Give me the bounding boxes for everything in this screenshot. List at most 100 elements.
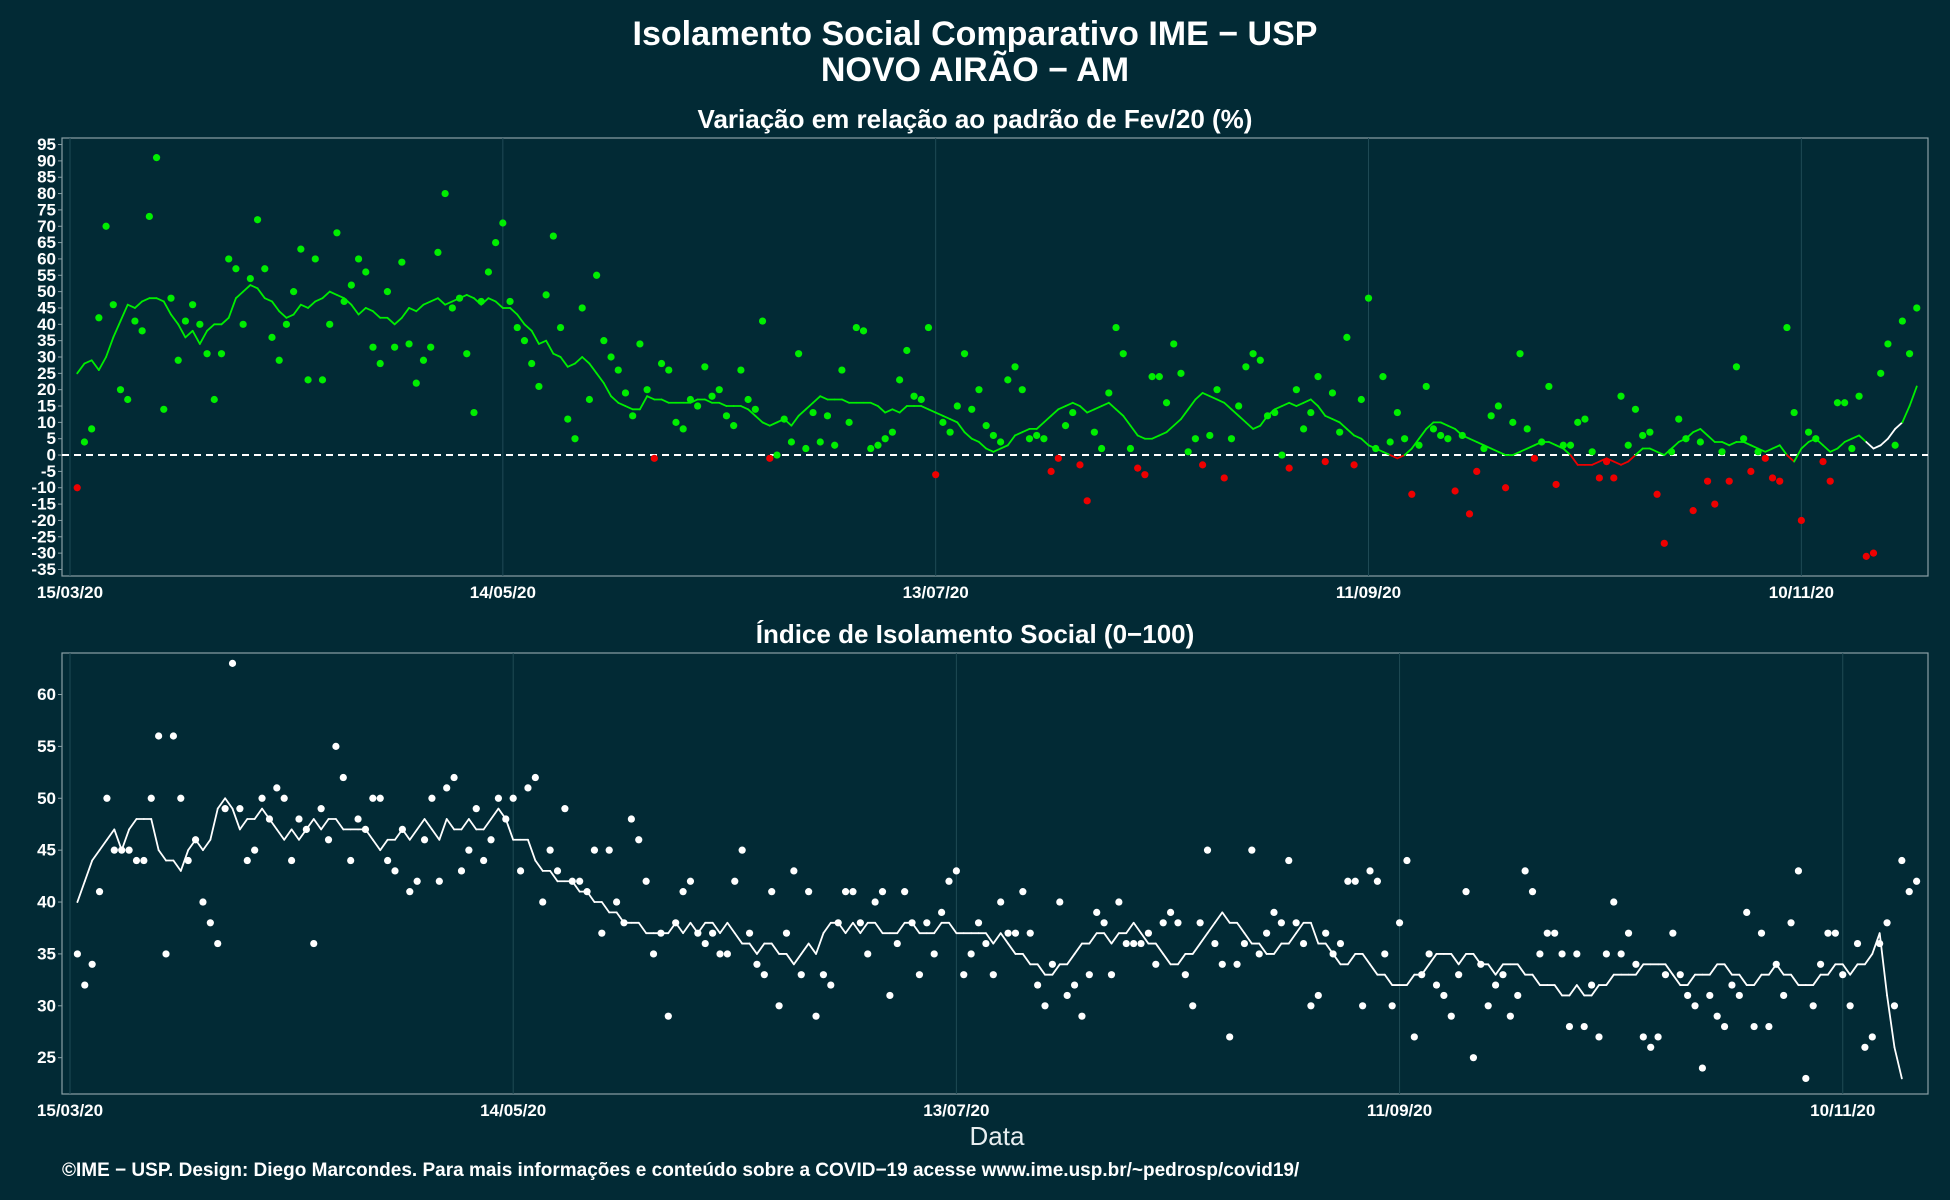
- data-point: [1191, 435, 1199, 443]
- moving-average-segment: [807, 942, 817, 955]
- moving-average-segment: [1243, 932, 1253, 945]
- moving-average-segment: [1066, 953, 1076, 966]
- data-point: [1292, 919, 1300, 927]
- moving-average-segment: [1071, 401, 1081, 407]
- data-point: [939, 418, 947, 426]
- y-tick-label: 25: [37, 1048, 56, 1067]
- data-point: [775, 1002, 783, 1010]
- data-point: [1366, 867, 1374, 875]
- data-point: [1846, 1002, 1854, 1010]
- moving-average-segment: [112, 320, 122, 339]
- moving-average-segment: [1590, 984, 1600, 997]
- moving-average-segment: [1692, 428, 1702, 434]
- moving-average-segment: [1738, 973, 1748, 986]
- data-point: [1790, 408, 1798, 417]
- moving-average-segment: [927, 408, 937, 414]
- y-tick-label: 30: [37, 348, 56, 367]
- moving-average-segment: [364, 307, 374, 313]
- data-point: [953, 402, 961, 410]
- data-point: [564, 415, 572, 423]
- moving-average-segment: [1136, 434, 1146, 440]
- moving-average-segment: [98, 838, 108, 852]
- moving-average-segment: [624, 405, 634, 411]
- data-point: [332, 742, 340, 750]
- data-point: [1516, 350, 1524, 358]
- x-tick-label: 10/11/20: [1810, 1101, 1875, 1120]
- data-point: [1682, 435, 1690, 443]
- data-point: [448, 304, 456, 312]
- y-tick-label: 40: [37, 315, 56, 334]
- moving-average-segment: [1879, 437, 1889, 447]
- moving-average-segment: [1764, 447, 1774, 453]
- data-point: [629, 412, 637, 420]
- data-point: [893, 939, 901, 948]
- moving-average-segment: [1036, 963, 1046, 976]
- moving-average-segment: [1901, 405, 1911, 424]
- data-point: [480, 856, 488, 865]
- data-point: [583, 888, 591, 896]
- moving-average-segment: [1154, 942, 1165, 955]
- moving-average-segment: [275, 828, 286, 841]
- moving-average-segment: [1309, 398, 1319, 407]
- data-point: [982, 939, 990, 948]
- data-point: [1528, 888, 1537, 896]
- moving-average-segment: [1605, 973, 1615, 986]
- data-point: [834, 919, 842, 927]
- moving-average-segment: [552, 352, 562, 358]
- moving-average-segment: [1893, 1046, 1903, 1080]
- moving-average-segment: [719, 921, 729, 935]
- data-point: [910, 392, 918, 400]
- moving-average-segment: [202, 838, 212, 852]
- data-point: [1432, 981, 1441, 989]
- data-point: [232, 265, 240, 273]
- data-point: [347, 281, 355, 289]
- moving-average-segment: [1786, 454, 1796, 463]
- data-point: [1610, 474, 1618, 482]
- data-point: [1174, 919, 1182, 927]
- data-point: [1543, 929, 1551, 937]
- data-point: [302, 825, 310, 834]
- data-point: [1667, 448, 1676, 456]
- data-point: [1061, 422, 1070, 430]
- data-point: [694, 929, 702, 937]
- moving-average-segment: [1191, 942, 1202, 955]
- data-point: [802, 444, 810, 453]
- y-tick-label: 50: [37, 789, 56, 808]
- moving-average-segment: [1490, 447, 1500, 453]
- data-point: [819, 971, 828, 979]
- data-point: [1812, 435, 1820, 443]
- data-point: [1898, 856, 1906, 865]
- data-point: [181, 317, 190, 325]
- data-point: [1277, 919, 1285, 927]
- moving-average-segment: [1425, 421, 1435, 430]
- data-point: [1373, 877, 1382, 885]
- data-point: [1078, 1012, 1086, 1020]
- moving-average-segment: [595, 372, 605, 385]
- moving-average-segment: [91, 849, 101, 862]
- y-tick-label: 55: [37, 266, 56, 285]
- data-point: [1725, 477, 1733, 485]
- moving-average-segment: [1244, 421, 1254, 430]
- data-point: [731, 877, 739, 885]
- data-point: [383, 288, 392, 296]
- data-point: [1804, 428, 1813, 436]
- data-point: [1211, 939, 1219, 948]
- data-point: [1765, 1022, 1773, 1031]
- data-point: [1070, 981, 1079, 989]
- data-point: [280, 794, 288, 802]
- data-point: [1703, 477, 1712, 485]
- data-point: [531, 773, 539, 782]
- data-point: [930, 950, 938, 958]
- moving-average-segment: [740, 405, 750, 411]
- data-point: [1388, 1002, 1396, 1010]
- data-point: [124, 395, 132, 404]
- data-point: [556, 323, 565, 332]
- data-point: [1025, 435, 1034, 443]
- data-point: [1802, 1074, 1810, 1083]
- data-point: [1499, 971, 1507, 979]
- data-point: [1455, 971, 1463, 979]
- moving-average-segment: [444, 300, 454, 306]
- moving-average-segment: [761, 421, 771, 427]
- moving-average-segment: [1317, 405, 1327, 417]
